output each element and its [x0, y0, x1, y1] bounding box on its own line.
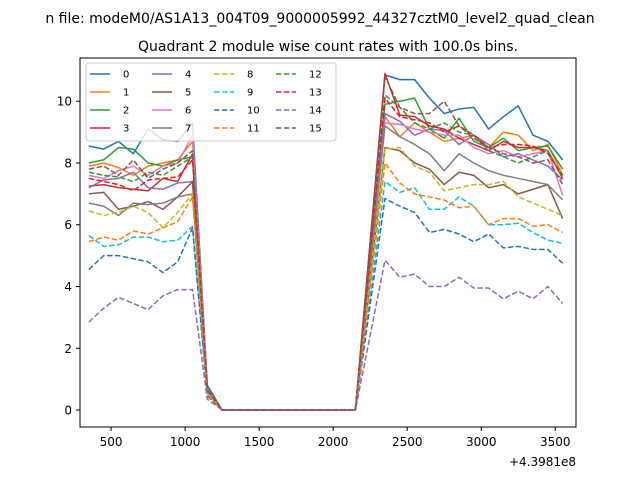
chart-title: Quadrant 2 module wise count rates with …: [138, 39, 518, 55]
legend-label-12: 12: [309, 70, 322, 81]
legend-label-9: 9: [247, 88, 253, 99]
y-tick-label: 8: [64, 156, 72, 170]
plot-frame: [79, 57, 577, 428]
y-tick-label: 6: [64, 218, 72, 232]
legend-label-15: 15: [309, 124, 322, 135]
series-line-14: [88, 259, 564, 411]
legend-label-14: 14: [309, 106, 322, 117]
series-layer: [88, 72, 564, 411]
legend-label-2: 2: [123, 106, 129, 117]
y-tick-label: 2: [64, 342, 72, 356]
axes-layer: 500 1000 1500 2000 2500 3000 3500 0 2 4 6 8 10: [57, 95, 571, 449]
series-line-15: [88, 75, 564, 411]
series-line-10: [88, 197, 564, 411]
y-tick-label: 4: [64, 280, 72, 294]
suptitle: n file: modeM0/AS1A13_004T09_9000005992_…: [45, 11, 594, 27]
x-tick-label: 500: [100, 435, 123, 449]
legend-label-13: 13: [309, 88, 322, 99]
legend-label-5: 5: [185, 88, 191, 99]
legend-label-10: 10: [247, 106, 260, 117]
legend-label-7: 7: [185, 124, 191, 135]
x-tick-label: 3500: [540, 435, 571, 449]
legend-label-1: 1: [123, 88, 129, 99]
legend-label-8: 8: [247, 70, 253, 81]
x-tick-label: 3000: [466, 435, 497, 449]
x-tick-label: 2500: [392, 435, 423, 449]
legend-label-4: 4: [185, 70, 191, 81]
x-tick-label: 1500: [244, 435, 275, 449]
y-tick-label: 10: [57, 95, 72, 109]
legend-label-3: 3: [123, 124, 129, 135]
x-tick-label: 1000: [170, 435, 201, 449]
legend-label-0: 0: [123, 70, 129, 81]
x-offset-text: +4.3981e8: [509, 455, 576, 469]
legend-box: [85, 62, 337, 142]
x-tick-label: 2000: [318, 435, 349, 449]
legend-label-6: 6: [185, 106, 191, 117]
legend-label-11: 11: [247, 124, 260, 135]
y-tick-label: 0: [64, 404, 72, 418]
